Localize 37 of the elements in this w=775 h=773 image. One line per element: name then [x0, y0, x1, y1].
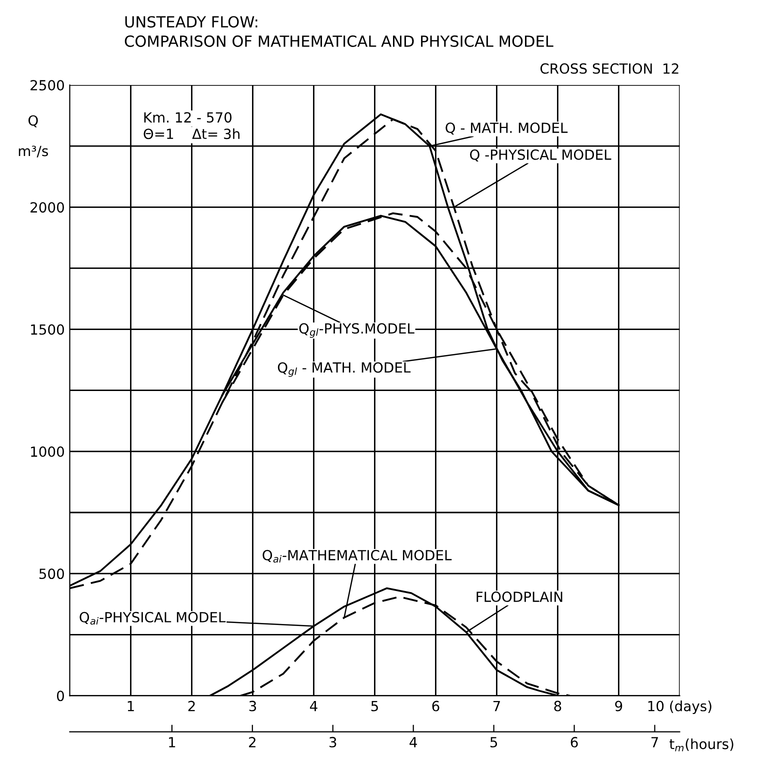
- text: Q m³/s: [18, 115, 48, 158]
- x-tick-label: 7: [493, 700, 500, 712]
- chart-subtitle: COMPARISON OF MATHEMATICAL AND PHYSICAL MODEL: [124, 35, 554, 47]
- chart-title: UNSTEADY FLOW:: [125, 16, 258, 28]
- y-tick-label: 0: [56, 690, 64, 702]
- annotation: Q$_{ai}$-MATHEMATICAL MODEL: [262, 550, 452, 563]
- x-tick-label: 1: [128, 700, 134, 712]
- text: CROSS SECTION 12: [540, 63, 678, 74]
- x-tick-label: 9: [615, 700, 622, 712]
- y-tick-label: 2000: [30, 202, 64, 213]
- x2-tick-label: 1: [169, 737, 176, 748]
- x-tick-label: 4: [310, 700, 318, 712]
- y-tick-label: 2500: [30, 80, 64, 91]
- x-tick-label: 2: [188, 700, 195, 712]
- y-tick-label: 500: [39, 568, 64, 580]
- x2-tick-label: 5: [490, 737, 498, 748]
- y-tick-label: 1000: [31, 446, 64, 457]
- annotation: Θ=1 Δt= 3h: [144, 128, 240, 140]
- x2-tick-label: 6: [570, 736, 578, 748]
- annotation: FLOODPLAIN: [476, 592, 562, 602]
- y-tick-label: 1500: [31, 324, 64, 335]
- annotation: Km. 12 - 570: [144, 112, 232, 123]
- annotation: Q$_{gl}$-PHYS.MODEL: [299, 323, 414, 338]
- x-tick-label: 8: [554, 700, 562, 712]
- annotation: Q$_{ai}$-PHYSICAL MODEL: [80, 612, 226, 625]
- x2-tick-label: 4: [410, 737, 417, 748]
- x2-axis-title: t$_{m}$(hours): [670, 738, 734, 752]
- annotation: Q - MATH. MODEL: [446, 122, 568, 135]
- annotation: Q$_{gl}$ - MATH. MODEL: [278, 362, 411, 377]
- annotation: Q -PHYSICAL MODEL: [470, 149, 612, 162]
- x-tick-label: 5: [371, 700, 378, 712]
- x2-tick-label: 2: [249, 736, 256, 748]
- x-tick-label: 10 (days): [648, 700, 712, 714]
- x-tick-label: 3: [249, 700, 256, 712]
- x2-tick-label: 3: [330, 736, 336, 748]
- x2-tick-label: 7: [651, 737, 658, 748]
- x-tick-label: 6: [432, 700, 440, 712]
